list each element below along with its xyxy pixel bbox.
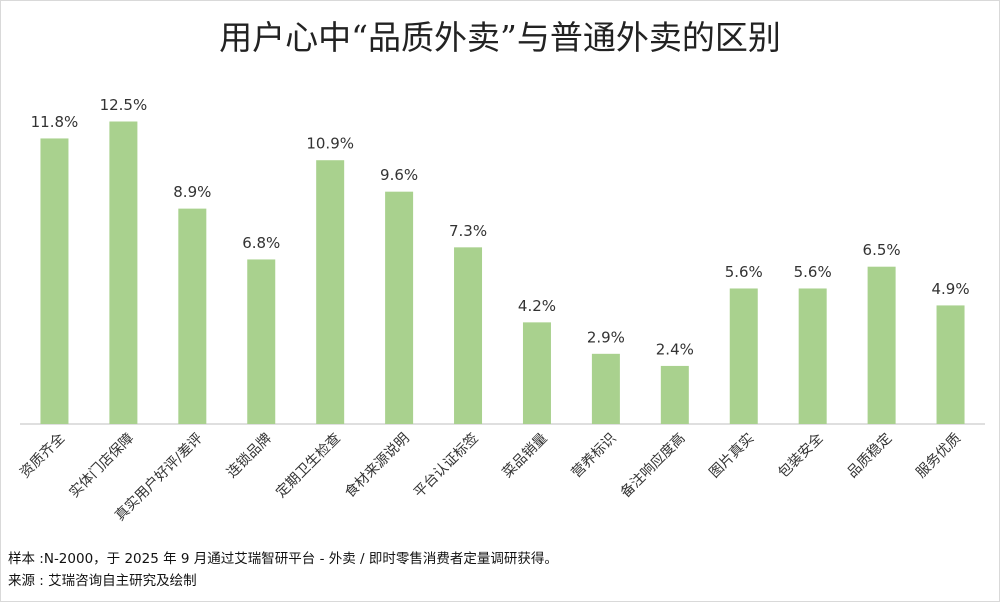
value-label: 11.8% — [31, 113, 79, 131]
bar — [316, 160, 345, 424]
value-label: 4.9% — [931, 280, 969, 298]
bar — [660, 365, 689, 424]
value-label: 7.3% — [449, 222, 487, 240]
value-label: 6.8% — [242, 234, 280, 252]
bar — [109, 121, 138, 424]
bar — [729, 288, 758, 424]
bar — [247, 259, 276, 424]
value-label: 2.9% — [587, 328, 625, 346]
source: 来源 : 艾瑞咨询自主研究及绘制 — [8, 573, 197, 589]
chart-title: 用户心中“品质外卖”与普通外卖的区别 — [219, 18, 781, 57]
value-label: 5.6% — [794, 263, 832, 281]
value-label: 9.6% — [380, 166, 418, 184]
bar — [936, 305, 965, 424]
value-label: 4.2% — [518, 297, 556, 315]
bar — [178, 208, 207, 424]
value-label: 12.5% — [100, 96, 148, 114]
bar — [454, 247, 483, 424]
bar — [385, 191, 414, 424]
value-label: 2.4% — [656, 340, 694, 358]
value-label: 6.5% — [863, 241, 901, 259]
bar — [40, 138, 69, 424]
value-label: 5.6% — [725, 263, 763, 281]
bar — [522, 322, 551, 424]
bar — [798, 288, 827, 424]
note: 样本 :N-2000，于 2025 年 9 月通过艾瑞智研平台 - 外卖 / 即… — [8, 550, 558, 567]
value-label: 8.9% — [173, 183, 211, 201]
bar — [591, 353, 620, 424]
bar — [867, 266, 896, 424]
value-label: 10.9% — [306, 135, 354, 153]
